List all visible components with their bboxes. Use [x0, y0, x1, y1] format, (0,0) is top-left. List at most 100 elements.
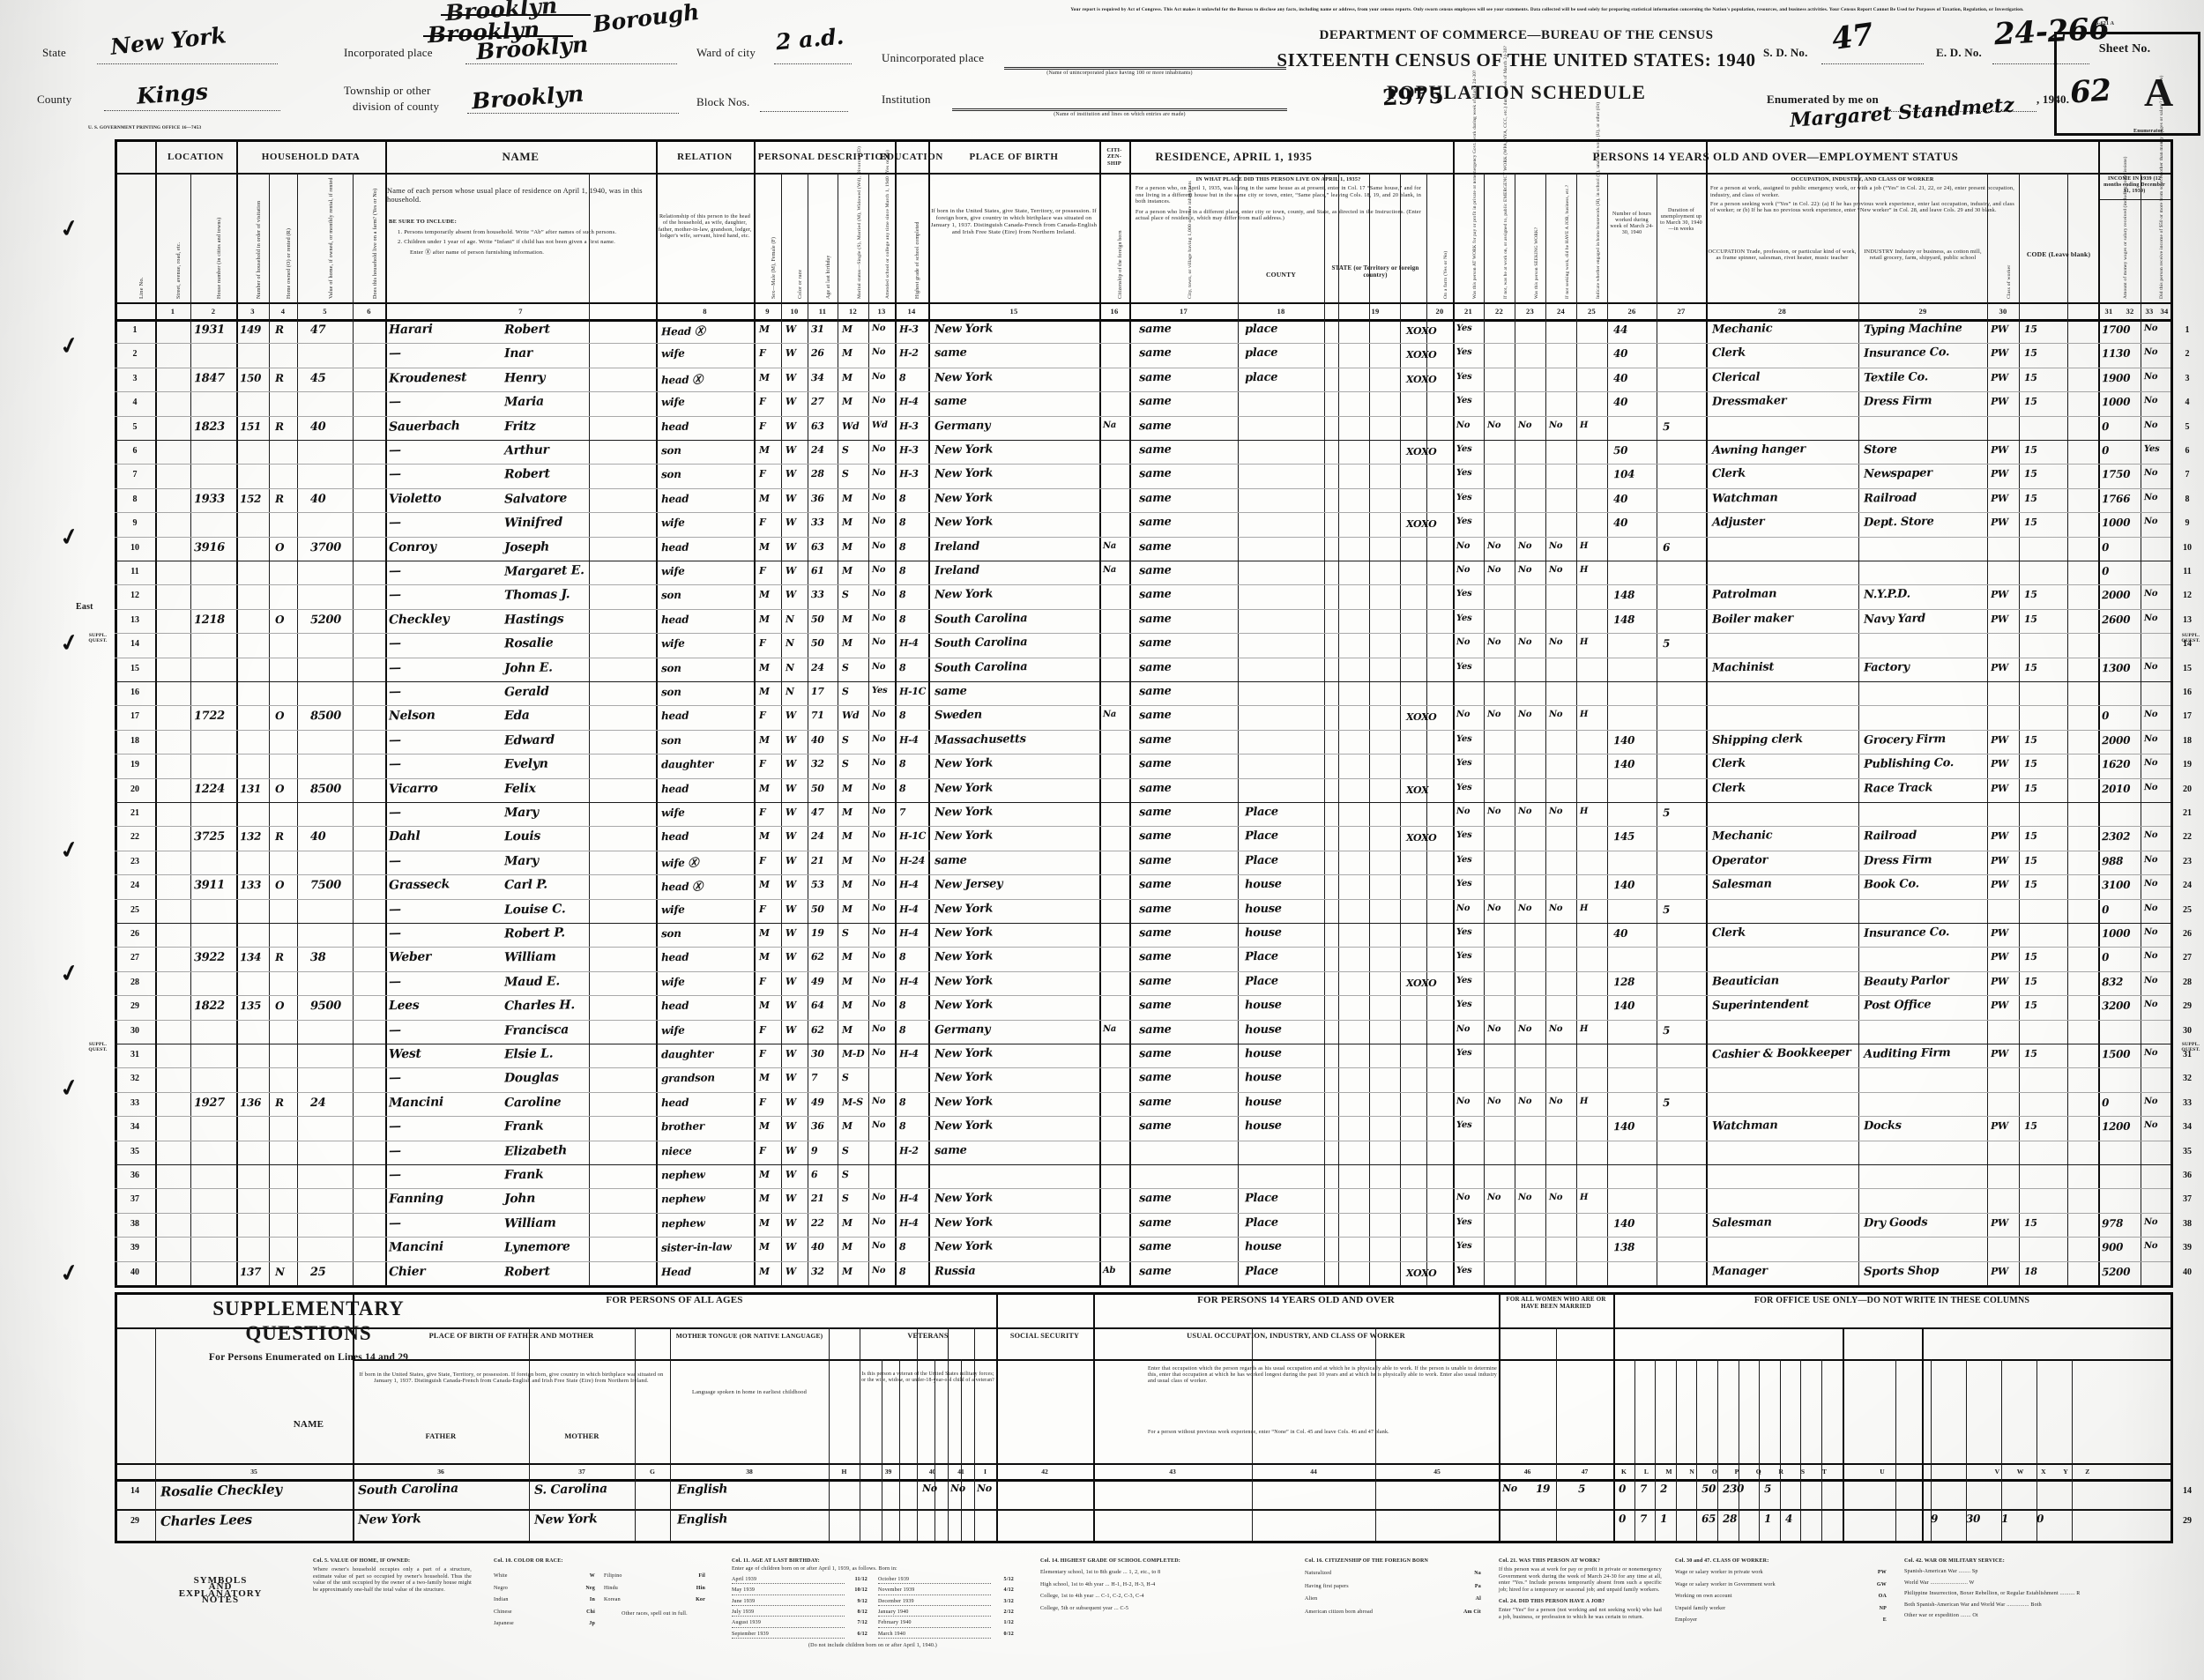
sheet-no-box — [2054, 32, 2200, 136]
footnote-col30: Col. 30 and 47. CLASS OF WORKER: Wage or… — [1675, 1558, 1887, 1624]
row-17-income-other: No — [2143, 710, 2158, 720]
col-number-5: 5 — [323, 306, 327, 316]
row-29-surname: Lees — [388, 998, 420, 1014]
supp-row-14-name: Rosalie Checkley — [160, 1481, 283, 1500]
row-25-residence-city: same — [1138, 902, 1172, 916]
row-30-duration-unemployment: 5 — [1662, 1023, 1671, 1037]
row-4-residence-city: same — [1138, 394, 1172, 409]
row-23-color-race: W — [785, 854, 797, 866]
row-18-code: 15 — [2023, 733, 2037, 746]
row-2-industry: Insurance Co. — [1863, 346, 1950, 361]
row-29-income-amount: 3200 — [2101, 999, 2131, 1013]
row-line-24 — [115, 898, 2170, 900]
row-36-relation: nephew — [660, 1168, 705, 1182]
row-27-color-race: W — [785, 951, 797, 963]
row-20-code: 15 — [2023, 782, 2037, 794]
col-number-25: 25 — [1588, 306, 1596, 316]
col-number-24: 24 — [1557, 306, 1565, 316]
incorporated-rule — [465, 63, 677, 64]
line-number-right-6: 6 — [2185, 446, 2190, 456]
row-10-had-job: No — [1548, 540, 1563, 551]
row-10-at-work: No — [1456, 540, 1471, 551]
row-line-39 — [115, 1260, 2170, 1262]
supp-grid-vline-major — [1922, 1327, 1924, 1541]
row-26-given-name: Robert P. — [503, 925, 565, 941]
row-10-value-home: 3700 — [309, 540, 342, 554]
row-29-income-other: No — [2143, 1000, 2158, 1010]
row-5-seeking-work: No — [1517, 420, 1532, 430]
row-1-income-amount: 1700 — [2101, 323, 2131, 337]
row-38-code: 15 — [2023, 1216, 2037, 1229]
row-3-given-name: Henry — [503, 370, 546, 386]
row-8-surname: Violetto — [388, 491, 442, 507]
row-28-income-other: No — [2143, 975, 2158, 985]
row-6-income-amount: 0 — [2101, 443, 2110, 457]
footnote-col5-body: Where owner's household occupies only a … — [313, 1567, 472, 1593]
row-34-code: 15 — [2023, 1120, 2037, 1133]
row-4-income-amount: 1000 — [2101, 395, 2131, 409]
row-17-residence-city: same — [1138, 709, 1172, 723]
col-number-33: 33 — [2145, 306, 2154, 316]
row-17-emergency-work: No — [1486, 710, 1501, 720]
supp-row-14-office-o: 50 — [1701, 1482, 1716, 1496]
col-caption-attended_school: Attended school or college any time sinc… — [885, 150, 890, 299]
footnote-col30-item-0: Wage or salary worker in private work PW — [1675, 1570, 1887, 1576]
row-11-relation: wife — [660, 564, 685, 578]
row-40-residence-county: Place — [1244, 1264, 1278, 1278]
row-40-attended-school: No — [871, 1265, 886, 1275]
col-number-8: 8 — [703, 306, 707, 316]
col-number-16: 16 — [1110, 306, 1119, 316]
row-6-income-other: Yes — [2143, 443, 2160, 455]
row-25-attended-school: No — [871, 903, 886, 913]
row-25-had-job: No — [1548, 903, 1563, 913]
col-number-17: 17 — [1180, 306, 1188, 316]
grid-vline-minor — [1400, 173, 1401, 1285]
row-5-engaged-in: H — [1579, 420, 1589, 430]
row-30-had-job: No — [1548, 1023, 1563, 1034]
group-header-relation: RELATION — [677, 152, 733, 162]
row-11-at-work: No — [1456, 564, 1471, 576]
row-37-seeking-work: No — [1517, 1193, 1532, 1203]
row-line-4 — [115, 415, 2170, 417]
row-28-sex: F — [758, 975, 766, 987]
footnote-col10-title: Col. 10. COLOR OR RACE: — [494, 1558, 563, 1564]
grid-vline-major — [236, 139, 238, 1285]
row-13-industry: Navy Yard — [1863, 612, 1926, 627]
row-22-given-name: Louis — [503, 829, 541, 844]
supp-col-number-46: 46 — [1523, 1467, 1531, 1476]
row-14-place-of-birth: South Carolina — [934, 636, 1028, 651]
supp-row-29-office-s: 4 — [1784, 1512, 1793, 1526]
row-11-income-amount: 0 — [2101, 564, 2110, 578]
row-33-value-home: 24 — [309, 1096, 326, 1110]
line-number-left-27: 27 — [130, 953, 139, 963]
row-21-attended-school: No — [871, 806, 886, 817]
row-20-home-owned: O — [274, 782, 285, 795]
row-5-at-work: No — [1456, 420, 1471, 430]
group-header-place-of-birth: PLACE OF BIRTH — [969, 152, 1059, 162]
row-19-color-race: W — [785, 758, 797, 770]
row-3-class-of-worker: PW — [1990, 371, 2009, 383]
footnote-col14-item-2: College, 1st to 4th year ... C-1, C-2, C… — [1040, 1594, 1144, 1600]
row-25-marital-status: M — [841, 903, 853, 915]
ed-label: E. D. No. — [1936, 46, 1982, 59]
row-12-income-other: No — [2143, 589, 2158, 599]
row-28-age: 49 — [810, 975, 824, 987]
line-number-left-24: 24 — [130, 881, 139, 891]
row-13-highest-grade: 8 — [898, 613, 906, 625]
row-14-relation: wife — [660, 636, 685, 650]
row-26-at-work: Yes — [1456, 926, 1472, 938]
footnote-col10-item-1: Negro Neg — [494, 1585, 595, 1591]
row-9-income-amount: 1000 — [2101, 516, 2131, 530]
supp-col-number-35: 35 — [250, 1467, 257, 1476]
row-38-given-name: William — [503, 1215, 556, 1231]
supp-col-number-44: 44 — [1310, 1467, 1317, 1476]
row-9-residence-city: same — [1138, 515, 1172, 530]
col-caption-hours_worked: Number of hours worked during week of Ma… — [1610, 212, 1654, 235]
row-22-place-of-birth: New York — [934, 829, 994, 844]
row-24-highest-grade: H-4 — [898, 878, 919, 891]
line-number-left-31: 31 — [130, 1050, 139, 1059]
group-header-location: LOCATION — [168, 152, 224, 162]
row-40-at-work: Yes — [1456, 1265, 1472, 1275]
row-4-marital-status: M — [841, 396, 853, 408]
row-line-33 — [115, 1116, 2170, 1118]
